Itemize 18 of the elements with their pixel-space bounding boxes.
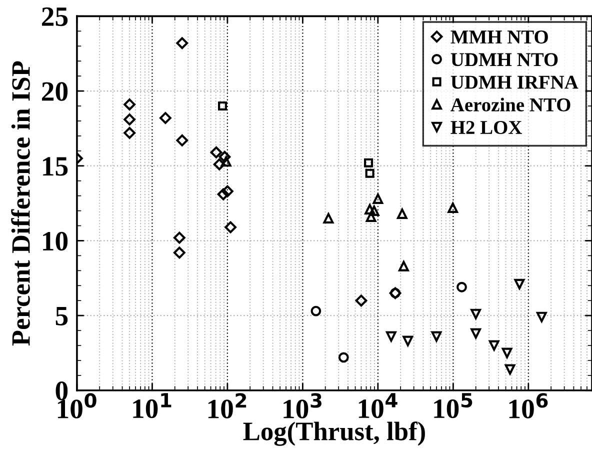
x-axis-title: Log(Thrust, lbf) [243, 422, 425, 446]
legend-label: Aerozine NTO [450, 98, 570, 112]
x-tick-label: 10$^{3}$ [284, 393, 322, 418]
y-axis-title: Percent Difference in ISP [11, 61, 30, 346]
legend-label: MMH NTO [450, 30, 548, 44]
y-tick-label: 10 [43, 232, 68, 251]
y-tick-label: 15 [43, 157, 68, 176]
y-tick-label: 20 [42, 82, 68, 101]
x-tick-label: 10$^{6}$ [509, 393, 548, 418]
x-tick-label: 10$^{2}$ [208, 393, 246, 418]
x-tick-label: 10$^{1}$ [133, 393, 172, 418]
x-tick-label: 10$^{4}$ [358, 393, 398, 418]
legend-label: UDMH NTO [450, 53, 558, 66]
legend-label: H2 LOX [450, 120, 522, 134]
x-tick-label: 10$^{5}$ [434, 393, 472, 418]
legend-label: UDMH IRFNA [450, 76, 578, 89]
y-tick-label: 5 [56, 306, 68, 326]
y-tick-label: 25 [42, 7, 68, 26]
